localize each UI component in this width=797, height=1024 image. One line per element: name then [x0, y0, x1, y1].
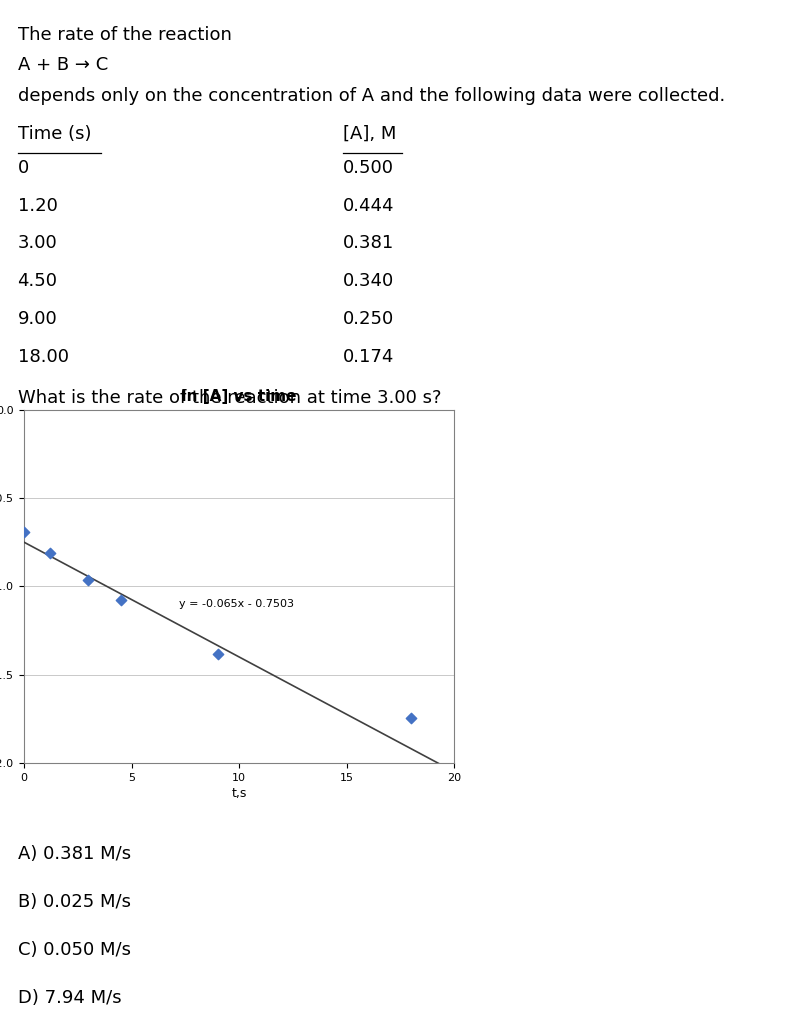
- Text: Time (s): Time (s): [18, 125, 91, 143]
- Point: [115, 592, 128, 608]
- Text: The rate of the reaction: The rate of the reaction: [18, 26, 231, 44]
- Text: 18.00: 18.00: [18, 348, 69, 367]
- Text: 9.00: 9.00: [18, 310, 57, 329]
- Text: y = -0.065x - 0.7503: y = -0.065x - 0.7503: [179, 599, 294, 608]
- Text: What is the rate of the reaction at time 3.00 s?: What is the rate of the reaction at time…: [18, 389, 441, 408]
- Text: 0.340: 0.340: [343, 272, 394, 291]
- Text: 4.50: 4.50: [18, 272, 57, 291]
- Point: [405, 711, 418, 727]
- Text: 0.500: 0.500: [343, 159, 394, 177]
- Text: 0: 0: [18, 159, 29, 177]
- Text: 3.00: 3.00: [18, 234, 57, 253]
- Text: A) 0.381 M/s: A) 0.381 M/s: [18, 845, 131, 863]
- Text: B) 0.025 M/s: B) 0.025 M/s: [18, 893, 131, 911]
- Text: 0.250: 0.250: [343, 310, 394, 329]
- Text: 1.20: 1.20: [18, 197, 57, 215]
- Text: depends only on the concentration of A and the following data were collected.: depends only on the concentration of A a…: [18, 87, 724, 105]
- Point: [43, 545, 56, 561]
- Text: 0.174: 0.174: [343, 348, 394, 367]
- Point: [82, 571, 95, 588]
- Text: A + B → C: A + B → C: [18, 56, 108, 75]
- Text: D) 7.94 M/s: D) 7.94 M/s: [18, 989, 121, 1008]
- Point: [211, 646, 224, 663]
- X-axis label: t,s: t,s: [231, 786, 247, 800]
- Point: [18, 524, 30, 541]
- Title: In [A] vs time: In [A] vs time: [182, 389, 296, 404]
- Text: 0.444: 0.444: [343, 197, 395, 215]
- Text: C) 0.050 M/s: C) 0.050 M/s: [18, 941, 131, 959]
- Text: [A], M: [A], M: [343, 125, 396, 143]
- Text: 0.381: 0.381: [343, 234, 394, 253]
